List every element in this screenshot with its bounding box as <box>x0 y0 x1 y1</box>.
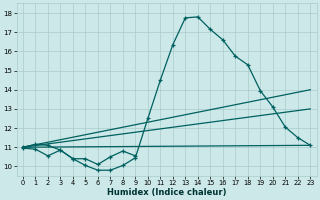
X-axis label: Humidex (Indice chaleur): Humidex (Indice chaleur) <box>107 188 226 197</box>
